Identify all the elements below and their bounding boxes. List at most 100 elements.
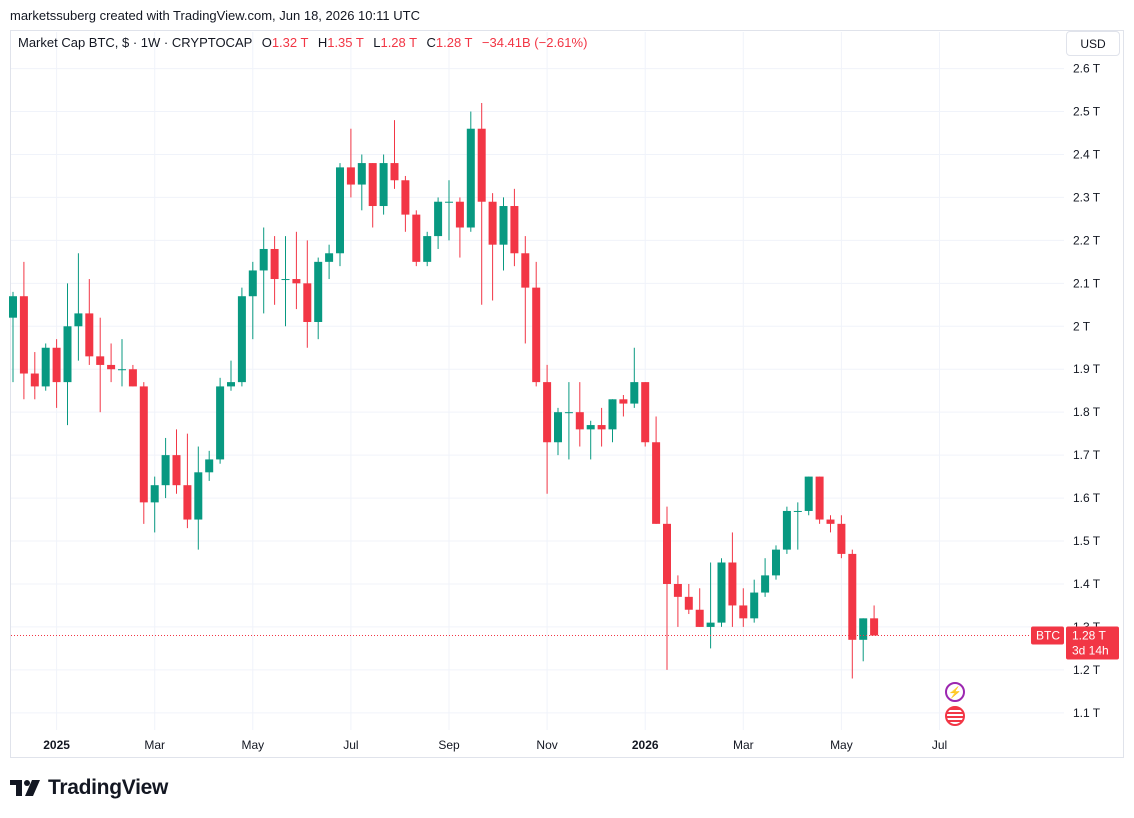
- y-tick-label: 2.4 T: [1073, 147, 1101, 161]
- high-label: H: [317, 35, 328, 50]
- price-tag-value-box: [1066, 626, 1119, 660]
- candle-body: [782, 510, 791, 550]
- y-tick-label: 1.2 T: [1073, 663, 1101, 677]
- tradingview-logo[interactable]: TradingView: [10, 776, 168, 800]
- candle-body: [205, 459, 214, 473]
- x-tick-label: Jul: [932, 738, 947, 752]
- candle-body: [85, 313, 94, 357]
- candle-body: [281, 279, 290, 281]
- candle-body: [717, 562, 726, 623]
- candle-body: [608, 399, 617, 430]
- close-label: C: [426, 35, 436, 50]
- candle-body: [172, 455, 181, 486]
- candle-body: [793, 510, 802, 512]
- symbol-legend: Market Cap BTC, $ · 1W · CRYPTOCAP O1.32…: [18, 35, 587, 50]
- x-tick-label: Jul: [343, 738, 358, 752]
- candle-body: [510, 206, 519, 254]
- candle-body: [401, 180, 410, 215]
- chart-frame: [10, 30, 1124, 758]
- x-tick-label: May: [830, 738, 853, 752]
- low-label: L: [373, 35, 381, 50]
- candle-body: [41, 347, 50, 387]
- lightning-event-icon[interactable]: ⚡: [945, 682, 965, 702]
- y-tick-label: 2.1 T: [1073, 276, 1101, 290]
- candle-body: [804, 476, 813, 511]
- candle-body: [139, 386, 148, 503]
- candle-body: [412, 214, 421, 262]
- y-tick-label: 2.6 T: [1073, 62, 1101, 76]
- candle-body: [19, 296, 28, 374]
- candle-body: [630, 382, 639, 404]
- y-tick-label: 2 T: [1073, 319, 1091, 333]
- candle-body: [641, 382, 650, 443]
- y-tick-label: 1.1 T: [1073, 706, 1101, 720]
- candle-body: [194, 472, 203, 520]
- candle-body: [336, 167, 344, 254]
- candle-body: [575, 412, 584, 430]
- candle-body: [292, 279, 301, 284]
- candle-body: [543, 382, 552, 443]
- candle-body: [477, 128, 486, 202]
- candle-body: [96, 356, 105, 365]
- candle-body: [52, 347, 61, 383]
- candle-body: [750, 592, 759, 619]
- us-flag-event-icon[interactable]: [945, 706, 965, 726]
- candle-body: [216, 386, 225, 460]
- candle-body: [379, 163, 388, 207]
- candle-body: [870, 618, 879, 636]
- candle-body: [325, 253, 334, 262]
- low-value: 1.28 T: [380, 35, 417, 50]
- x-tick-label: 2026: [632, 738, 659, 752]
- candle-body: [303, 283, 312, 322]
- candle-body: [761, 575, 770, 593]
- candle-body: [445, 201, 453, 203]
- tradingview-logo-text: TradingView: [48, 776, 169, 799]
- candle-body: [368, 163, 377, 207]
- candle-body: [619, 399, 628, 404]
- y-tick-label: 2.5 T: [1073, 105, 1101, 119]
- candle-body: [772, 549, 780, 576]
- candle-body: [466, 128, 475, 228]
- price-tag-name-box: [1031, 626, 1064, 645]
- candle-body: [554, 412, 562, 443]
- candle-body: [728, 562, 737, 606]
- candle-body: [739, 605, 748, 619]
- candle-body: [74, 313, 83, 327]
- price-tag-value: 1.28 T: [1072, 629, 1106, 643]
- price-tag-countdown: 3d 14h: [1072, 644, 1109, 658]
- x-tick-label: May: [241, 738, 264, 752]
- candle-body: [848, 553, 857, 640]
- candle-body: [107, 364, 116, 370]
- candle-body: [9, 296, 17, 318]
- candle-body: [564, 412, 573, 414]
- open-value: 1.32 T: [271, 35, 309, 50]
- candle-body: [30, 373, 39, 387]
- y-tick-label: 1.5 T: [1073, 534, 1101, 548]
- high-value: 1.35 T: [327, 35, 364, 50]
- y-axis: 1.1 T1.2 T1.3 T1.4 T1.5 T1.6 T1.7 T1.8 T…: [1073, 62, 1101, 720]
- y-tick-label: 1.4 T: [1073, 577, 1101, 591]
- candle-body: [499, 206, 508, 245]
- close-value: 1.28 T: [435, 35, 473, 50]
- candle-body: [346, 167, 355, 185]
- candle-body: [837, 523, 846, 554]
- candle-body: [128, 369, 137, 387]
- candle-body: [237, 296, 246, 383]
- candle-body: [227, 382, 235, 387]
- candle-body: [826, 519, 835, 524]
- candle-body: [488, 201, 497, 245]
- x-tick-label: Sep: [438, 738, 460, 752]
- candle-body: [357, 163, 366, 185]
- x-tick-label: Nov: [536, 738, 557, 752]
- price-tag: BTC 1.28 T 3d 14h: [1031, 626, 1119, 660]
- candle-body: [455, 201, 464, 228]
- candle-body: [586, 425, 595, 430]
- candle-body: [248, 270, 257, 297]
- candle-body: [652, 442, 661, 524]
- y-tick-label: 1.8 T: [1073, 405, 1101, 419]
- currency-button[interactable]: USD: [1066, 31, 1120, 56]
- candle-body: [423, 236, 432, 262]
- candle-body: [706, 622, 715, 627]
- candle-body: [434, 201, 443, 237]
